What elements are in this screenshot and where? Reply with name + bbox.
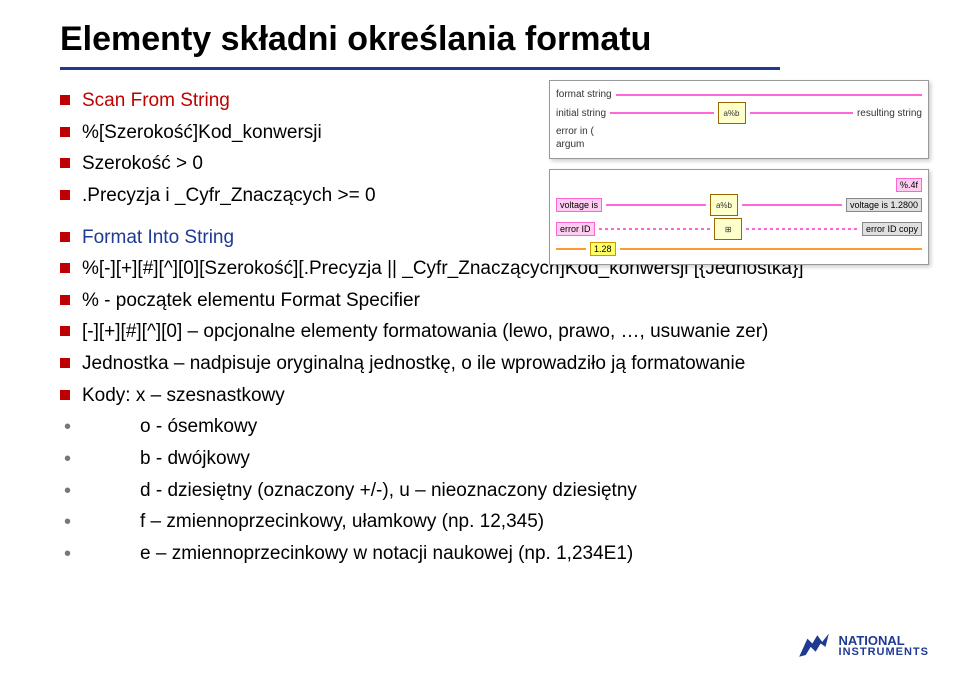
- section2-header-text: Format Into String: [82, 227, 234, 248]
- fmt-into-string-icon: a%b: [710, 194, 738, 216]
- wire: [556, 248, 586, 250]
- s2-item-3: Jednostka – nadpisuje oryginalną jednost…: [60, 351, 919, 377]
- code-e: e – zmiennoprzecinkowy w notacji naukowe…: [60, 541, 919, 567]
- wire: [616, 94, 922, 96]
- ni-logo-text: NATIONAL INSTRUMENTS: [839, 634, 929, 658]
- lbl-error-in: error in (: [556, 126, 594, 137]
- num-const: 1.28: [590, 242, 616, 256]
- code-d: d - dziesiętny (oznaczony +/-), u – nieo…: [60, 478, 919, 504]
- concat-icon: ⊞: [714, 218, 742, 240]
- lv-help-panel: format string initial string a%b resulti…: [549, 80, 929, 159]
- wire: [620, 248, 922, 250]
- labview-diagrams: format string initial string a%b resulti…: [549, 80, 929, 275]
- lbl-resulting-string: resulting string: [857, 108, 922, 119]
- error-id: error ID: [556, 222, 595, 236]
- ni-eagle-icon: [797, 632, 831, 660]
- wire: [610, 112, 713, 114]
- code-b: b - dwójkowy: [60, 446, 919, 472]
- s2-item-4: Kody: x – szesnastkowy: [60, 383, 919, 409]
- ni-logo: NATIONAL INSTRUMENTS: [797, 632, 929, 660]
- error-copy: error ID copy: [862, 222, 922, 236]
- lv-block-diagram: %.4f voltage is a%b voltage is 1.2800 er…: [549, 169, 929, 265]
- wire: [746, 228, 858, 230]
- code-o: o - ósemkowy: [60, 414, 919, 440]
- section1-header-text: Scan From String: [82, 90, 230, 111]
- lbl-argum: argum: [556, 139, 584, 150]
- wire: [606, 204, 706, 206]
- wire: [599, 228, 711, 230]
- wire: [742, 204, 842, 206]
- lbl-format-string: format string: [556, 89, 612, 100]
- title-underline: [60, 67, 780, 70]
- ni-text-2: INSTRUMENTS: [839, 647, 929, 658]
- lbl-initial-string: initial string: [556, 108, 606, 119]
- s2-item-1: % - początek elementu Format Specifier: [60, 288, 919, 314]
- s2-item-2: [-][+][#][^][0] – opcjonalne elementy fo…: [60, 319, 919, 345]
- voltage-const: voltage is: [556, 198, 602, 212]
- voltage-out: voltage is 1.2800: [846, 198, 922, 212]
- content-list-2: Format Into String %[-][+][#][^][0][Szer…: [60, 225, 919, 567]
- fmt-const: %.4f: [896, 178, 922, 192]
- wire: [750, 112, 853, 114]
- slide-title: Elementy składni określania formatu: [60, 20, 919, 59]
- code-f: f – zmiennoprzecinkowy, ułamkowy (np. 12…: [60, 509, 919, 535]
- format-func-icon: a%b: [718, 102, 746, 124]
